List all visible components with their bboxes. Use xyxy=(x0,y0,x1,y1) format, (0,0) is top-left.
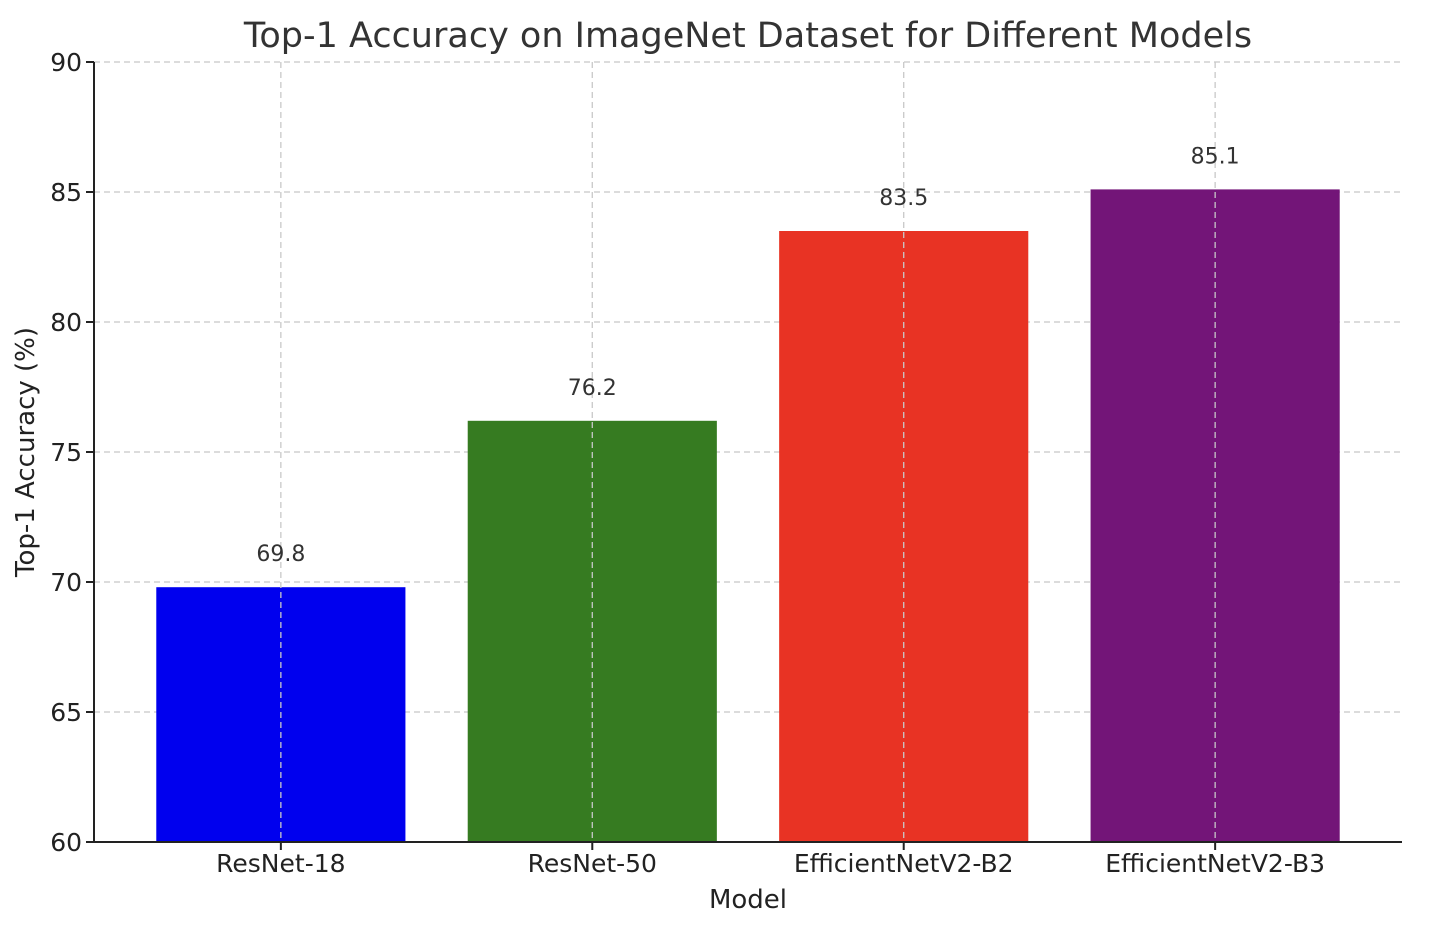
y-tick-label: 80 xyxy=(50,308,82,337)
y-axis-ticks: 60 65 70 75 80 85 90 xyxy=(50,48,94,857)
data-label: 83.5 xyxy=(879,186,928,211)
x-axis-label: Model xyxy=(709,885,787,915)
y-tick-label: 70 xyxy=(50,568,82,597)
data-label: 85.1 xyxy=(1191,144,1240,169)
data-label: 69.8 xyxy=(256,542,305,567)
x-tick-label: EfficientNetV2-B3 xyxy=(1105,849,1325,878)
vertical-grid-layer xyxy=(280,62,1216,842)
y-tick-label: 75 xyxy=(50,438,82,467)
y-tick-label: 60 xyxy=(50,828,82,857)
bar-resnet-50 xyxy=(467,420,717,842)
x-tick-label: ResNet-18 xyxy=(216,849,345,878)
data-label-layer: 69.8 76.2 83.5 85.1 xyxy=(256,144,1239,567)
x-axis-ticks: ResNet-18 ResNet-50 EfficientNetV2-B2 Effic… xyxy=(216,842,1325,878)
x-tick-label: EfficientNetV2-B2 xyxy=(794,849,1014,878)
data-label: 76.2 xyxy=(568,376,617,401)
y-tick-label: 90 xyxy=(50,48,82,77)
bar-layer xyxy=(156,189,1340,842)
x-tick-label: ResNet-50 xyxy=(528,849,657,878)
y-axis-label: Top-1 Accuracy (%) xyxy=(11,327,41,578)
chart-title: Top-1 Accuracy on ImageNet Dataset for D… xyxy=(243,16,1252,56)
y-tick-label: 85 xyxy=(50,178,82,207)
y-tick-label: 65 xyxy=(50,698,82,727)
